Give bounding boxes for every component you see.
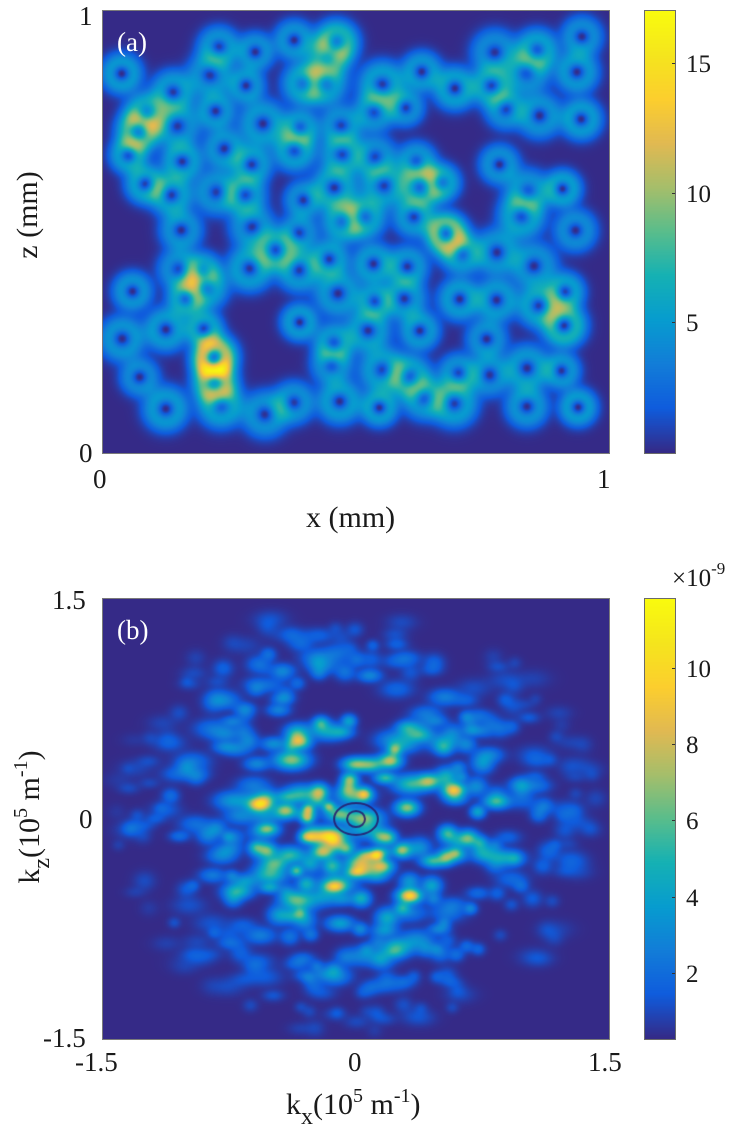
- heatmap-b-canvas: [103, 599, 609, 1039]
- colorbar-b-exponent-sup: -9: [711, 559, 726, 578]
- colorbar-b: [644, 598, 676, 1040]
- ytick-b-bottom: -1.5: [43, 1023, 86, 1053]
- ylabel-b-exp: 5: [10, 807, 32, 818]
- xlabel-b-close: ): [410, 1088, 421, 1121]
- ylabel-b-unit-exp: -1: [10, 760, 32, 778]
- xtick-b-left: -1.5: [75, 1047, 118, 1077]
- xlabel-b: kx(105 m-1): [286, 1086, 421, 1129]
- xlabel-b-exp: 5: [353, 1085, 363, 1107]
- colorbar-b-tick-4: 4: [686, 885, 699, 912]
- colorbar-b-tick-6: 6: [686, 808, 699, 835]
- colorbar-a-tick-10: 10: [686, 181, 711, 208]
- heatmap-a: (a): [102, 10, 610, 454]
- ylabel-b-close: ): [13, 750, 46, 761]
- xlabel-b-unit-exp: -1: [393, 1085, 411, 1107]
- xlabel-b-base: (10: [313, 1088, 353, 1121]
- colorbar-b-exponent: ×10-9: [672, 560, 725, 592]
- xtick-b-mid: 0: [348, 1047, 362, 1077]
- ylabel-b-base: (10: [13, 817, 46, 858]
- heatmap-a-canvas: [103, 11, 609, 453]
- heatmap-b: (b): [102, 598, 610, 1040]
- ylabel-b-k: k: [13, 868, 46, 884]
- xtick-a-right: 1: [597, 464, 611, 494]
- xlabel-b-k: k: [286, 1088, 301, 1121]
- colorbar-b-gradient: [645, 599, 675, 1039]
- colorbar-a-tick-5: 5: [686, 310, 699, 337]
- ytick-b-top: 1.5: [52, 585, 86, 615]
- colorbar-a-tickmark: [672, 322, 675, 323]
- colorbar-a-gradient: [645, 11, 675, 453]
- xtick-a-left: 0: [93, 464, 107, 494]
- ylabel-b-sub: z: [29, 857, 55, 869]
- colorbar-b-tickmark: [672, 973, 675, 974]
- xlabel-b-unit: m: [363, 1088, 394, 1121]
- ytick-a-bottom: 0: [79, 438, 93, 468]
- colorbar-b-tickmark: [672, 744, 675, 745]
- xlabel-a: x (mm): [306, 501, 396, 534]
- ytick-a-top: 1: [79, 1, 93, 31]
- xlabel-b-sub: x: [301, 1104, 313, 1130]
- colorbar-a-tick-15: 15: [686, 51, 711, 78]
- colorbar-b-exponent-base: ×10: [672, 565, 712, 592]
- colorbar-a-tickmark: [672, 63, 675, 64]
- panel-label-a: (a): [117, 27, 147, 57]
- ytick-b-mid: 0: [79, 804, 93, 834]
- colorbar-b-tickmark: [672, 668, 675, 669]
- ylabel-b: kz(105 m-1): [10, 717, 55, 917]
- ylabel-b-unit: m: [13, 777, 46, 808]
- panel-label-b: (b): [117, 615, 149, 645]
- colorbar-b-tick-8: 8: [686, 732, 699, 759]
- colorbar-b-tick-10: 10: [686, 656, 711, 683]
- colorbar-b-tickmark: [672, 820, 675, 821]
- colorbar-a: [644, 10, 676, 454]
- ylabel-a: z (mm): [11, 171, 44, 259]
- xtick-b-right: 1.5: [588, 1047, 622, 1077]
- colorbar-b-tick-2: 2: [686, 961, 699, 988]
- colorbar-b-tickmark: [672, 897, 675, 898]
- colorbar-a-tickmark: [672, 193, 675, 194]
